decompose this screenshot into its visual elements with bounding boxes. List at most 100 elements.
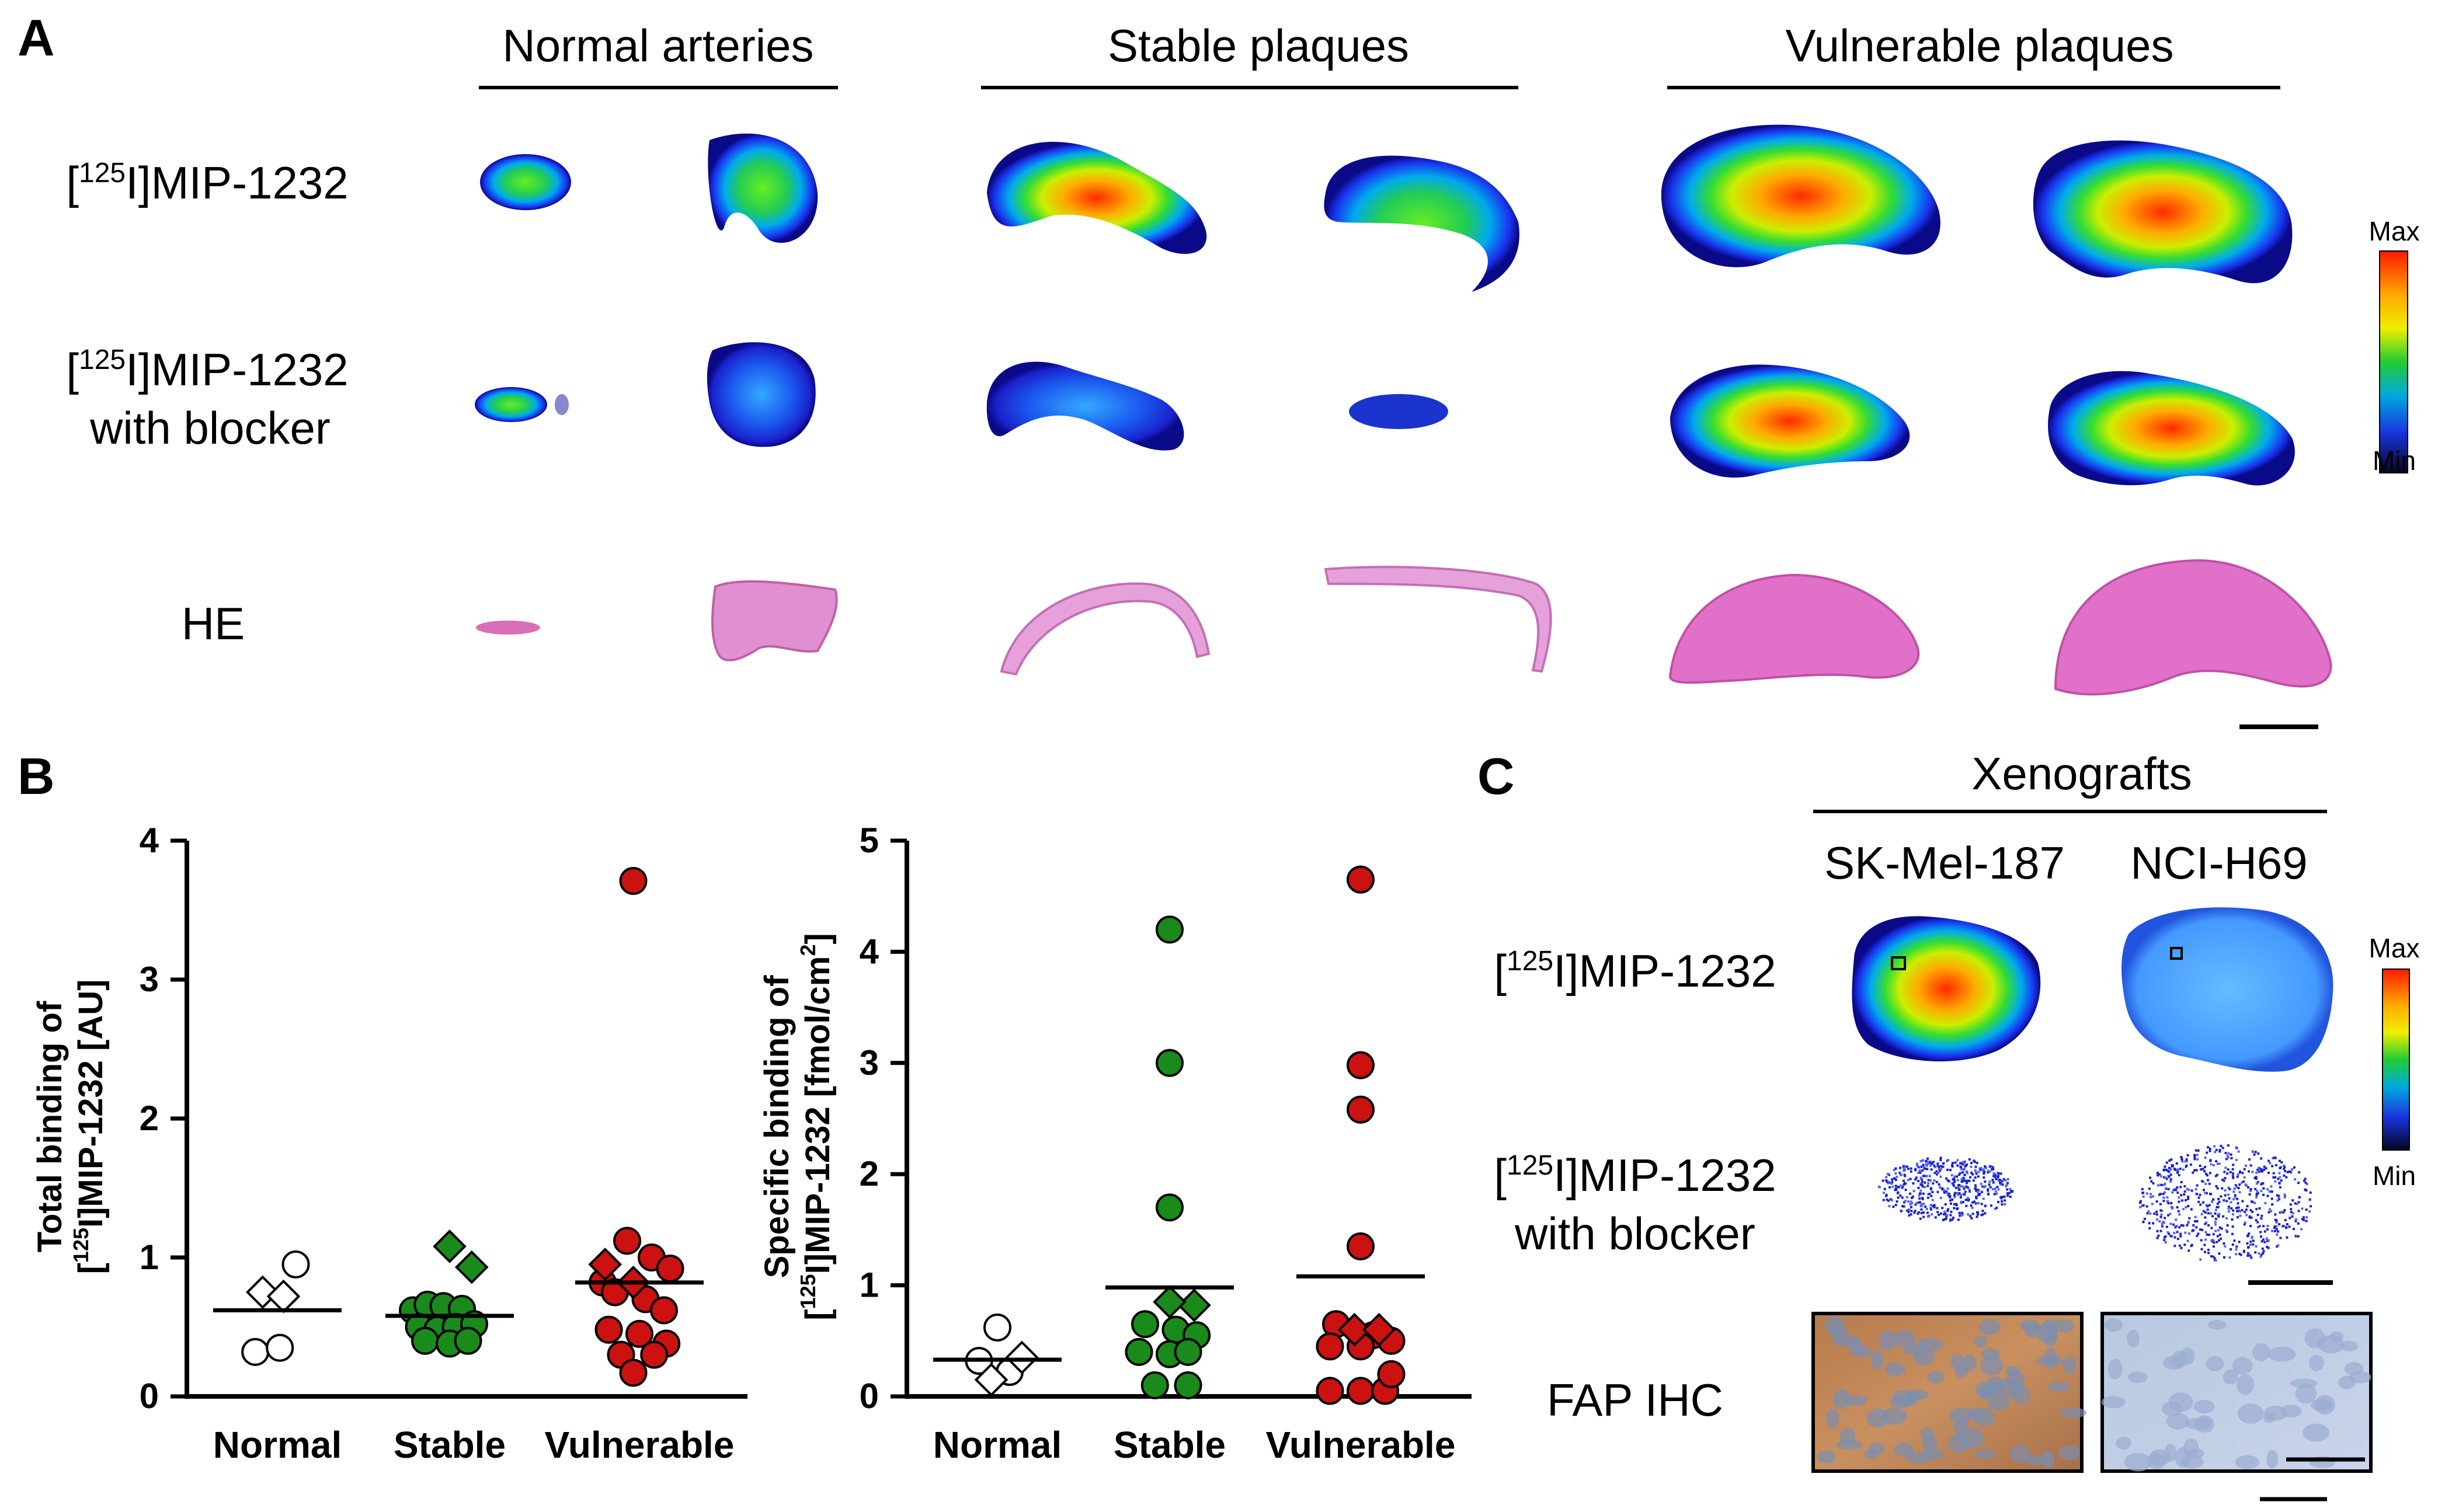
speckle-dot (2158, 1193, 2161, 1196)
speckle-dot (1980, 1166, 1983, 1169)
speckle-dot (1901, 1205, 1904, 1208)
ihc-nucleus (1864, 1448, 1878, 1459)
speckle-dot (1996, 1186, 1999, 1189)
ihc-cells (2101, 1318, 2371, 1472)
data-point-circle (1347, 1095, 1375, 1124)
speckle-dot (2167, 1187, 2170, 1190)
speckle-dot (2170, 1201, 2173, 1204)
speckle-dot (1891, 1178, 1894, 1181)
speckle-dot (1943, 1218, 1946, 1221)
data-point-circle (1347, 1377, 1375, 1405)
speckle-dot (2249, 1243, 2252, 1246)
colorbar-max-label: Max (2369, 933, 2420, 963)
speckle-dot (2216, 1202, 2219, 1205)
data-point-circle (1156, 915, 1184, 944)
speckle-dot (2175, 1189, 2178, 1192)
speckle-dot (2286, 1236, 2289, 1239)
speckle-dot (2212, 1198, 2215, 1201)
speckle-dot (2214, 1175, 2217, 1177)
ihc-nucleus (1884, 1362, 1906, 1377)
speckle-dot (1913, 1211, 1916, 1214)
speckle-dot (1931, 1190, 1934, 1193)
speckle-dot (2266, 1245, 2269, 1248)
speckle-dot (2197, 1200, 2200, 1203)
speckle-dot (2288, 1170, 2291, 1173)
speckle-dot (2011, 1190, 2013, 1193)
speckle-dot (1949, 1202, 1952, 1205)
speckle-dot (2245, 1164, 2248, 1167)
speckle-dot (2207, 1252, 2210, 1255)
normal-artery-image (707, 342, 816, 447)
speckle-dot (1903, 1168, 1906, 1171)
speckle-dot (1882, 1192, 1885, 1194)
speckle-dot (2159, 1215, 2162, 1218)
roi-box (1891, 956, 1906, 970)
speckle-dot (1969, 1215, 1972, 1218)
speckle-dot (1929, 1179, 1932, 1182)
speckle-dot (2237, 1202, 2239, 1205)
y-tick-label: 3 (860, 1043, 879, 1082)
speckle-dot (1987, 1193, 1990, 1196)
ihc-nucleus (1917, 1337, 1943, 1352)
speckle-dot (2230, 1201, 2232, 1204)
speckle-dot (2228, 1187, 2231, 1190)
speckle-dot (2139, 1200, 2142, 1203)
colorbar (2379, 250, 2408, 473)
speckle-dot (2250, 1216, 2253, 1219)
speckle-dot (2155, 1200, 2158, 1203)
speckle-dot (2308, 1198, 2311, 1201)
speckle-dot (2158, 1173, 2161, 1176)
speckle-dot (1994, 1174, 1997, 1177)
header-normal-arteries: Normal arteries (502, 20, 813, 71)
speckle-dot (2255, 1171, 2258, 1174)
speckle-dot (2183, 1193, 2186, 1196)
speckle-dot (2224, 1189, 2227, 1192)
speckle-dot (2274, 1163, 2277, 1166)
speckle-dot (1927, 1179, 1930, 1182)
speckle-dot (1938, 1167, 1940, 1170)
speckle-dot (1970, 1204, 1973, 1207)
ihc-nucleus (2267, 1346, 2296, 1362)
speckle-dot (2273, 1227, 2276, 1229)
speckle-dot (2263, 1241, 2266, 1243)
speckle-dot (1920, 1211, 1923, 1214)
speckle-dot (2169, 1173, 2172, 1176)
speckle-dot (1919, 1217, 1922, 1220)
speckle-dot (2175, 1225, 2178, 1228)
speckle-dot (2210, 1255, 2213, 1257)
speckle-dot (1997, 1172, 2000, 1175)
speckle-dot (1900, 1210, 1903, 1213)
speckle-dot (2178, 1244, 2181, 1247)
speckle-dot (2009, 1188, 2012, 1191)
speckle-dot (2208, 1234, 2211, 1236)
speckle-dot (2297, 1222, 2300, 1225)
speckle-dot (1959, 1185, 1962, 1188)
y-axis-label-line2: [125I]MIP-1232 [fmol/cm2] (796, 933, 837, 1320)
speckle-dot (2006, 1194, 2009, 1197)
speckle-dot (2254, 1251, 2257, 1254)
speckle-dot (1987, 1188, 1990, 1191)
speckle-dot (1973, 1159, 1976, 1162)
speckle-dot (1923, 1175, 1926, 1177)
speckle-dot (1933, 1204, 1936, 1207)
speckle-dot (1898, 1172, 1901, 1175)
speckle-dot (2249, 1209, 2252, 1212)
speckle-dot (2238, 1252, 2241, 1255)
speckle-dot (2148, 1187, 2151, 1190)
speckle-dot (2215, 1160, 2218, 1163)
speckle-dot (2138, 1201, 2141, 1204)
speckle-dot (1889, 1198, 1892, 1201)
speckle-dot (2196, 1154, 2199, 1156)
speckle-dot (1953, 1175, 1956, 1178)
speckle-dot (1962, 1193, 1965, 1196)
speckle-dot (2171, 1191, 2174, 1194)
speckle-dot (1929, 1208, 1932, 1211)
speckle-dot (1888, 1186, 1891, 1189)
speckle-dot (2142, 1220, 2145, 1223)
speckle-dot (1997, 1201, 1999, 1204)
ihc-nucleus (1922, 1434, 1938, 1454)
speckle-dot (1940, 1165, 1943, 1168)
ihc-image-nci-h69 (2100, 1312, 2373, 1473)
speckle-dot (1939, 1169, 1942, 1172)
speckle-dot (1929, 1207, 1932, 1210)
